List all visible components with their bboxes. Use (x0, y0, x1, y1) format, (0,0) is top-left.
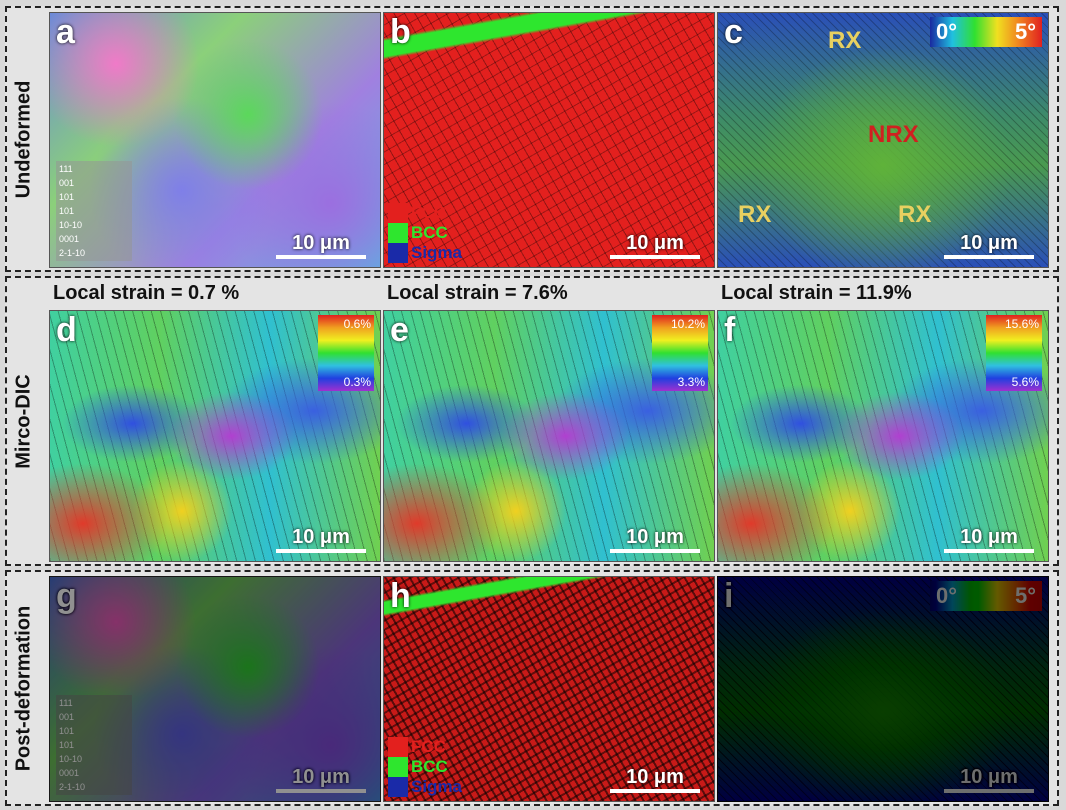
scale-bar: 10 μm (944, 526, 1034, 553)
legend-label: BCC (411, 757, 448, 776)
row-label: Mirco-DIC (7, 278, 41, 564)
annotation: RX (738, 201, 772, 228)
row-frame: Undeformed a 10 μm 111 001 101 101 10-10 0001 2-1… (5, 6, 1059, 272)
legend-swatch (388, 757, 408, 777)
colorbar-label: 0° (936, 19, 958, 44)
annotation: RX (828, 27, 862, 54)
legend-label: Sigma (411, 243, 463, 262)
micrograph: h 10 μm FCC BCC Sigma (383, 576, 715, 802)
micrograph: f 10 μm 15.6% 5.6% (717, 310, 1049, 562)
ipf-key-label: 10-10 (59, 220, 83, 230)
panel-letter: a (56, 13, 75, 51)
colorbar-label: 10.2% (670, 317, 705, 331)
scale-bar: 10 μm (610, 766, 700, 793)
colorbar-label: 0° (936, 583, 958, 608)
legend-label: BCC (411, 223, 448, 242)
colorbar-label: 15.6% (1004, 317, 1039, 331)
legend-label: FCC (411, 203, 446, 222)
colorbar-label: 5° (1014, 19, 1036, 44)
legend-swatch (388, 777, 408, 797)
legend-item: FCC (388, 737, 462, 757)
micrograph: i 10 μm 0° 5° (717, 576, 1049, 802)
panel-letter: e (390, 311, 409, 349)
panel-letter: h (390, 577, 411, 615)
strain-label: Local strain = 11.9% (721, 282, 912, 304)
colorbar-label: 3.3% (677, 375, 705, 389)
legend-item: Sigma (388, 243, 462, 263)
colorbar-label: 5.6% (1011, 375, 1039, 389)
panel-letter: f (724, 311, 736, 349)
ipf-key-label: 0001 (59, 768, 80, 778)
panel-letter: b (390, 13, 411, 51)
micrograph: g 10 μm 111 001 101 101 10-10 0001 2-1-10 (49, 576, 381, 802)
colorbar-label: 0.6% (343, 317, 371, 331)
row-label: Post-deformation (7, 572, 41, 804)
row-label-text: Undeformed (12, 80, 35, 198)
ipf-key-label: 2-1-10 (59, 248, 86, 258)
phase-legend: FCC BCC Sigma (388, 737, 462, 797)
colorbar: 15.6% 5.6% (986, 315, 1042, 391)
ipf-key: 111 001 101 101 10-10 0001 2-1-10 (56, 161, 132, 261)
scale-bar: 10 μm (610, 526, 700, 553)
panel-letter: i (724, 577, 734, 615)
ipf-key: 111 001 101 101 10-10 0001 2-1-10 (56, 695, 132, 795)
row-label: Undeformed (7, 8, 41, 270)
scale-bar: 10 μm (610, 232, 700, 259)
scale-bar: 10 μm (276, 766, 366, 793)
strain-label: Local strain = 0.7 % (53, 282, 240, 304)
row-label-text: Mirco-DIC (12, 373, 35, 469)
ipf-key-label: 101 (59, 740, 75, 750)
legend-item: FCC (388, 203, 462, 223)
legend-swatch (388, 203, 408, 223)
panel-letter: d (56, 311, 77, 349)
scale-bar: 10 μm (944, 766, 1034, 793)
row-label-text: Post-deformation (12, 605, 35, 771)
colorbar: 0° 5° (930, 581, 1042, 611)
scale-bar: 10 μm (276, 232, 366, 259)
colorbar: 0.6% 0.3% (318, 315, 374, 391)
ipf-key-label: 0001 (59, 234, 80, 244)
colorbar-label: 0.3% (343, 375, 371, 389)
ipf-key-label: 001 (59, 178, 75, 188)
ipf-key-label: 111 (59, 164, 73, 174)
ipf-key-label: 101 (59, 192, 75, 202)
legend-item: Sigma (388, 777, 462, 797)
row-frame: Post-deformation g 10 μm 111 001 101 101 10-10 0… (5, 570, 1059, 806)
micrograph: d 10 μm 0.6% 0.3% (49, 310, 381, 562)
scale-bar: 10 μm (276, 526, 366, 553)
legend-swatch (388, 223, 408, 243)
legend-item: BCC (388, 223, 462, 243)
panel-letter: c (724, 13, 743, 51)
colorbar: 10.2% 3.3% (652, 315, 708, 391)
legend-label: Sigma (411, 777, 463, 796)
ipf-key-label: 101 (59, 206, 75, 216)
panel-letter: g (56, 577, 77, 615)
colorbar: 0° 5° (930, 17, 1042, 47)
ipf-key-label: 10-10 (59, 754, 83, 764)
ipf-key-label: 001 (59, 712, 75, 722)
annotation: NRX (868, 121, 919, 148)
micrograph: b 10 μm FCC BCC Sigma (383, 12, 715, 268)
annotation: RX (898, 201, 932, 228)
scale-bar: 10 μm (944, 232, 1034, 259)
micrograph: e 10 μm 10.2% 3.3% (383, 310, 715, 562)
colorbar-label: 5° (1014, 583, 1036, 608)
micrograph: a 10 μm 111 001 101 101 10-10 0001 2-1-10 (49, 12, 381, 268)
legend-label: FCC (411, 737, 446, 756)
ipf-key-label: 111 (59, 698, 73, 708)
legend-item: BCC (388, 757, 462, 777)
ipf-key-label: 101 (59, 726, 75, 736)
ipf-key-label: 2-1-10 (59, 782, 86, 792)
micrograph: c 10 μm 0° 5° RX NRX RX RX (717, 12, 1049, 268)
legend-swatch (388, 243, 408, 263)
phase-legend: FCC BCC Sigma (388, 203, 462, 263)
row-frame: Mirco-DIC Local strain = 0.7 % d 10 μm 0.6% 0… (5, 276, 1059, 566)
legend-swatch (388, 737, 408, 757)
strain-label: Local strain = 7.6% (387, 282, 568, 304)
